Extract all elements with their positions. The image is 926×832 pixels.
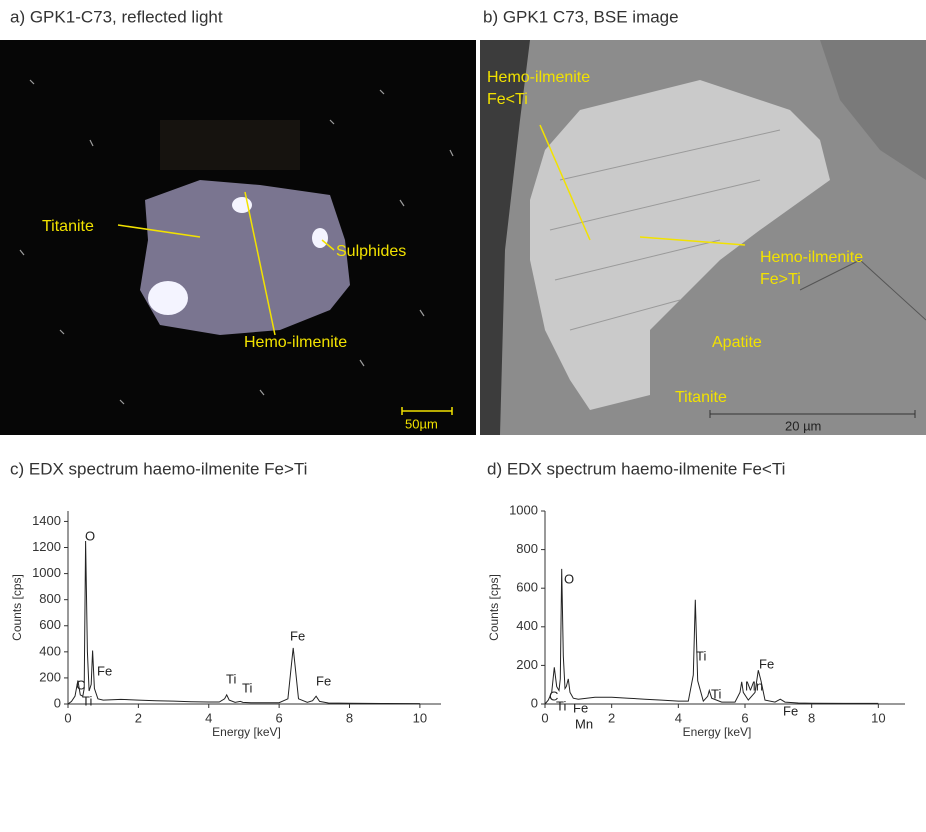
peak-label: Ti: [711, 686, 721, 701]
peak-label: Fe: [97, 663, 112, 678]
y-tick-label: 0: [54, 695, 61, 710]
peak-label: Ti: [696, 648, 706, 663]
peak-label: O: [564, 571, 574, 586]
label: Hemo-ilmenite: [487, 69, 590, 86]
label: Hemo-ilmenite: [760, 249, 863, 266]
peak-label: Ti: [556, 698, 566, 713]
y-axis-label: Counts [cps]: [10, 574, 24, 641]
scale-label: 20 µm: [785, 418, 821, 433]
peak-label: C: [76, 677, 85, 692]
spectrum-line: [545, 569, 878, 704]
peak-label: Mn: [575, 716, 593, 731]
y-tick-label: 1200: [32, 539, 61, 554]
peak-label: Ti: [226, 671, 236, 686]
peak-label: Fe: [783, 703, 798, 718]
x-axis-label: Energy [keV]: [212, 725, 281, 739]
label: Fe>Ti: [760, 271, 801, 288]
y-tick-label: 1000: [32, 565, 61, 580]
y-tick-label: 800: [516, 541, 538, 556]
peak-label: Fe: [290, 628, 305, 643]
label: Titanite: [42, 218, 94, 235]
peak-label: Fe: [573, 700, 588, 715]
y-tick-label: 1400: [32, 513, 61, 528]
y-tick-label: 600: [516, 580, 538, 595]
chart-title: d) EDX spectrum haemo-ilmenite Fe<Ti: [487, 459, 785, 478]
y-tick-label: 800: [39, 591, 61, 606]
page: {"panels": [ {"title": "a) GPK1-C73, ref…: [0, 0, 926, 832]
label: Fe<Ti: [487, 91, 528, 108]
panel-title: b) GPK1 C73, BSE image: [483, 7, 679, 26]
x-tick-label: 4: [675, 710, 682, 725]
x-tick-label: 10: [871, 710, 885, 725]
x-tick-label: 6: [276, 710, 283, 725]
peak-label: Fe: [316, 673, 331, 688]
peak-label: Ti: [82, 693, 92, 708]
x-axis-label: Energy [keV]: [683, 725, 752, 739]
x-tick-label: 10: [413, 710, 427, 725]
y-tick-label: 400: [39, 643, 61, 658]
peak-label: Mn: [745, 678, 763, 693]
label: Apatite: [712, 334, 762, 351]
y-tick-label: 200: [39, 669, 61, 684]
x-tick-label: 2: [608, 710, 615, 725]
micrograph-bse: [480, 40, 926, 435]
micrograph-reflected: [0, 40, 476, 435]
y-axis-label: Counts [cps]: [487, 574, 501, 641]
label: Sulphides: [336, 243, 406, 260]
label: Titanite: [675, 389, 727, 406]
figure: a) GPK1-C73, reflected light Titanite Su…: [0, 0, 926, 832]
chart-title: c) EDX spectrum haemo-ilmenite Fe>Ti: [10, 459, 307, 478]
y-tick-label: 600: [39, 617, 61, 632]
x-tick-label: 2: [135, 710, 142, 725]
y-tick-label: 400: [516, 618, 538, 633]
peak-label: Ti: [242, 680, 252, 695]
x-tick-label: 8: [808, 710, 815, 725]
x-tick-label: 0: [64, 710, 71, 725]
y-tick-label: 200: [516, 657, 538, 672]
panel-title: a) GPK1-C73, reflected light: [10, 7, 223, 26]
y-tick-label: 0: [531, 695, 538, 710]
x-tick-label: 0: [541, 710, 548, 725]
peak-label: O: [85, 528, 95, 543]
x-tick-label: 8: [346, 710, 353, 725]
x-tick-label: 6: [741, 710, 748, 725]
label: Hemo-ilmenite: [244, 334, 347, 351]
peak-label: Fe: [759, 656, 774, 671]
scale-label: 50µm: [405, 416, 438, 431]
x-tick-label: 4: [205, 710, 212, 725]
y-tick-label: 1000: [509, 502, 538, 517]
